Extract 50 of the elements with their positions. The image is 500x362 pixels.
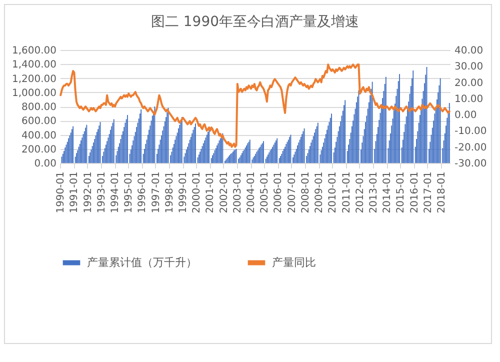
x-tick-label: 2002-01 [218,172,230,214]
y-tick-label: 1,000.00 [12,88,56,99]
y2-tick-label: 40.00 [454,46,484,56]
x-tick-label: 2000-01 [192,172,203,214]
x-tick-label: 2017-01 [422,172,434,214]
y-tick-label: 1,200.00 [12,74,56,85]
x-tick-label: 2003-01 [232,172,244,214]
line-series [60,64,450,148]
x-tick-label: 2015-01 [396,172,407,214]
y2-tick-label: 0.00 [454,110,477,122]
x-tick-label: 2009-01 [314,172,326,214]
x-tick-label: 2011-01 [341,172,352,214]
y-tick-label: 800.00 [22,102,56,113]
x-tick-label: 1994-01 [110,172,122,214]
x-tick-label: 2008-01 [300,172,312,214]
x-tick-label: 2001-01 [205,172,216,214]
x-tick-label: 2014-01 [382,172,394,214]
x-tick-label: 2012-01 [354,172,366,214]
x-tick-label: 1992-01 [82,172,94,214]
y-tick-label: 1,600.00 [12,46,56,56]
x-tick-label: 1990-01 [56,172,67,214]
legend-label: 产量同比 [272,256,316,269]
x-tick-label: 2016-01 [409,172,420,214]
y-tick-label: 600.00 [22,116,56,128]
y2-tick-label: 20.00 [454,78,484,89]
legend-label: 产量累计值（万千升） [87,256,197,269]
x-tick-label: 2006-01 [273,172,284,214]
x-tick-label: 2018-01 [436,172,448,214]
y2-tick-label: -10.00 [454,126,487,138]
y2-tick-label: -20.00 [454,142,487,154]
y-tick-label: 200.00 [22,144,56,156]
x-tick-label: 2007-01 [286,172,298,214]
x-tick-label: 2005-01 [260,172,271,214]
x-tick-label: 1999-01 [178,172,190,214]
x-tick-label: 1993-01 [96,172,108,214]
x-tick-label: 1995-01 [124,172,135,214]
x-tick-label: 1997-01 [150,172,162,214]
x-tick-label: 2004-01 [246,172,258,214]
x-tick-label: 1996-01 [137,172,148,214]
y-tick-label: 0.00 [34,158,56,170]
x-tick-label: 1998-01 [164,172,176,214]
y2-tick-label: 30.00 [454,62,484,73]
x-tick-label: 2013-01 [368,172,380,214]
chart-title: 图二 1990年至今白酒产量及增速 [150,14,360,30]
x-tick-label: 2010-01 [328,172,339,214]
y2-tick-label: 10.00 [454,94,484,105]
y-tick-label: 1,400.00 [12,60,56,71]
y2-tick-label: -30.00 [454,158,487,170]
x-tick-label: 1991-01 [69,172,80,214]
y-tick-label: 400.00 [22,130,56,142]
